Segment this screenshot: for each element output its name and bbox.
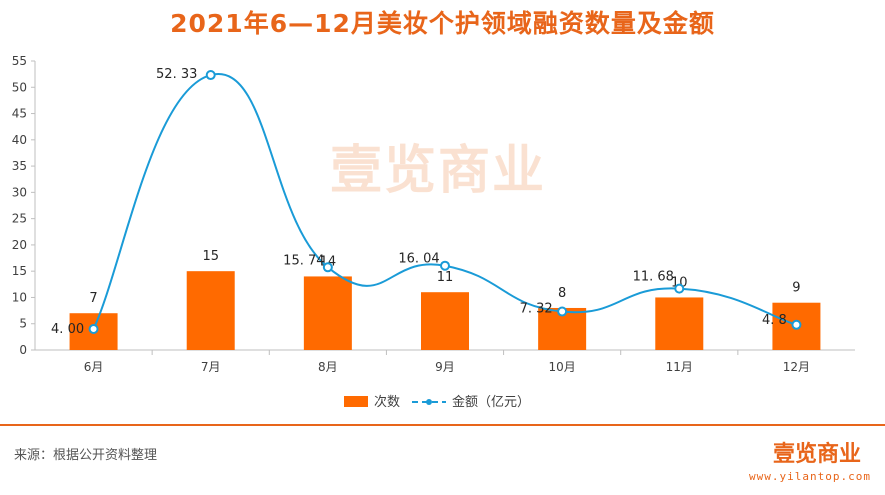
line-point [557,306,568,317]
chart-svg: 0 5 10 15 20 25 30 35 40 45 50 55 6月 7月 8月 9月 10月 11月 12月 7… [12,54,855,410]
bar [655,297,704,350]
watermark-logo: 壹览商业 [330,141,547,201]
bar-data-label: 7 [89,291,97,306]
legend-label-line: 金额（亿元） [452,394,530,410]
x-tick-label: 8月 [318,360,338,374]
y-tick-label: 0 [19,343,27,357]
x-tick-label: 12月 [783,360,810,374]
amount-series-line [92,73,797,330]
bar-data-label: 9 [792,281,800,296]
brand-url: www.yilantop.com [749,470,871,483]
line-data-label: 11. 68 [633,270,674,285]
legend-swatch-bar [344,396,368,407]
y-tick-label: 30 [12,185,27,199]
y-tick-label: 35 [12,159,27,173]
bar [303,276,352,350]
x-tick-label: 9月 [435,360,455,374]
line-point [674,283,685,294]
bar [186,271,235,350]
line-data-label: 15. 74 [283,253,324,268]
brand-logo: 壹览商业 [772,442,861,467]
x-tick-label: 7月 [201,360,221,374]
line-data-label: 4. 8 [762,313,787,328]
bar-data-label: 15 [202,249,219,264]
line-data-label: 7. 32 [520,302,553,317]
source-note: 来源：根据公开资料整理 [14,448,158,463]
line-data-label: 4. 00 [51,322,84,337]
line-point [322,262,333,273]
line-point [440,260,450,271]
y-tick-label: 5 [19,317,27,331]
x-tick-label: 11月 [666,360,693,374]
y-tick-label: 10 [12,290,27,304]
line-point [205,70,216,81]
bar [421,292,469,350]
legend-label-bar: 次数 [374,394,400,410]
bar-data-label: 11 [437,270,454,285]
y-tick-label: 45 [12,107,27,121]
legend-marker-line [426,399,432,405]
y-tick-label: 55 [12,54,27,68]
footer-divider [0,424,885,426]
x-tick-label: 10月 [549,360,576,374]
line-point [88,323,99,334]
y-tick-label: 20 [12,238,27,252]
line-point [791,319,802,330]
bar-data-label: 8 [558,286,566,301]
y-tick-label: 25 [12,212,27,226]
y-tick-label: 40 [12,133,27,147]
line-data-label: 52. 33 [156,67,197,82]
chart-title: 2021年6—12月美妆个护领域融资数量及金额 [170,9,715,38]
y-tick-label: 15 [12,264,27,278]
y-tick-label: 50 [12,80,27,94]
line-data-label: 16. 04 [398,252,439,267]
x-tick-label: 6月 [84,360,104,374]
